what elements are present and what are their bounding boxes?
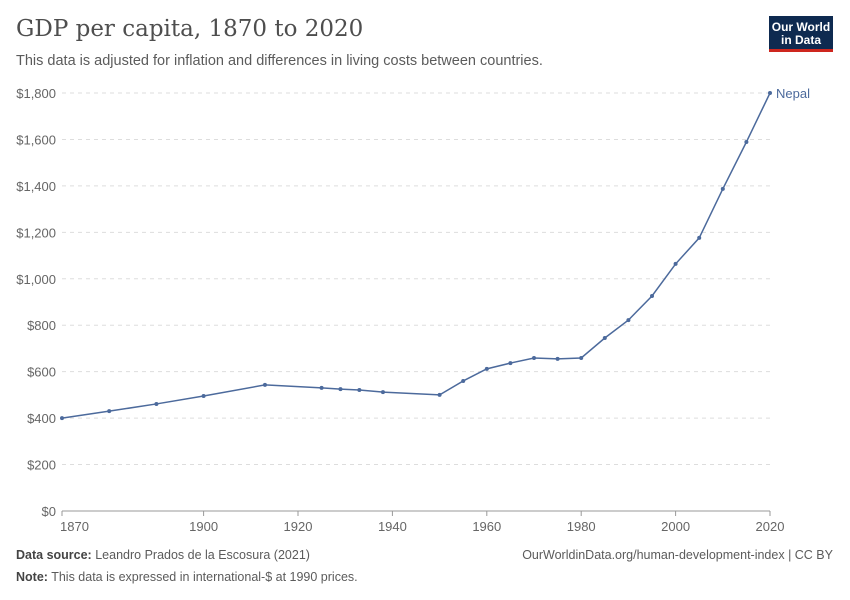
data-point <box>626 318 631 323</box>
data-point <box>768 91 772 95</box>
data-point <box>461 378 466 383</box>
data-point <box>532 355 536 360</box>
x-tick-label: 1980 <box>567 519 596 534</box>
y-tick-label: $0 <box>42 504 56 519</box>
data-point <box>380 390 385 395</box>
data-point <box>357 388 362 393</box>
data-point <box>720 186 725 191</box>
owid-logo[interactable]: Our World in Data <box>769 16 833 52</box>
y-tick-label: $800 <box>27 318 56 333</box>
data-point <box>60 416 64 421</box>
x-tick-label: 1920 <box>284 519 313 534</box>
x-tick-label: 1870 <box>60 519 89 534</box>
data-point <box>508 361 513 366</box>
y-tick-label: $200 <box>27 458 56 473</box>
data-point <box>319 385 324 390</box>
y-tick-label: $1,600 <box>16 132 56 147</box>
data-source: Data source: Leandro Prados de la Escosu… <box>16 548 310 562</box>
x-tick-label: 1900 <box>189 519 218 534</box>
x-tick-label: 2020 <box>756 519 785 534</box>
data-point <box>673 261 678 266</box>
note-label: Note: <box>16 570 48 584</box>
data-point <box>555 356 560 361</box>
chart-title: GDP per capita, 1870 to 2020 <box>16 16 364 42</box>
source-text: Leandro Prados de la Escosura (2021) <box>95 548 310 562</box>
series-label: Nepal <box>776 86 810 101</box>
data-point <box>437 392 442 397</box>
data-point <box>154 401 159 406</box>
y-tick-label: $1,400 <box>16 179 56 194</box>
data-point <box>602 335 607 340</box>
y-tick-label: $1,800 <box>16 86 56 101</box>
note: Note: This data is expressed in internat… <box>16 570 358 584</box>
data-point <box>744 139 749 144</box>
y-tick-label: $400 <box>27 411 56 426</box>
x-tick-label: 2000 <box>661 519 690 534</box>
y-tick-label: $1,200 <box>16 225 56 240</box>
y-tick-label: $1,000 <box>16 272 56 287</box>
y-tick-label: $600 <box>27 365 56 380</box>
data-point <box>262 382 267 387</box>
data-point <box>579 355 584 360</box>
x-tick-label: 1940 <box>378 519 407 534</box>
data-point <box>484 366 489 371</box>
data-point <box>338 387 343 392</box>
series-line-nepal <box>61 92 771 419</box>
x-tick-label: 1960 <box>472 519 501 534</box>
data-point <box>650 293 654 298</box>
data-point <box>201 394 206 399</box>
note-text: This data is expressed in international-… <box>51 570 358 584</box>
data-point <box>107 409 112 414</box>
chart-subtitle: This data is adjusted for inflation and … <box>16 53 543 69</box>
source-label: Data source: <box>16 548 92 562</box>
data-point <box>697 235 702 240</box>
source-url[interactable]: OurWorldinData.org/human-development-ind… <box>522 548 833 562</box>
